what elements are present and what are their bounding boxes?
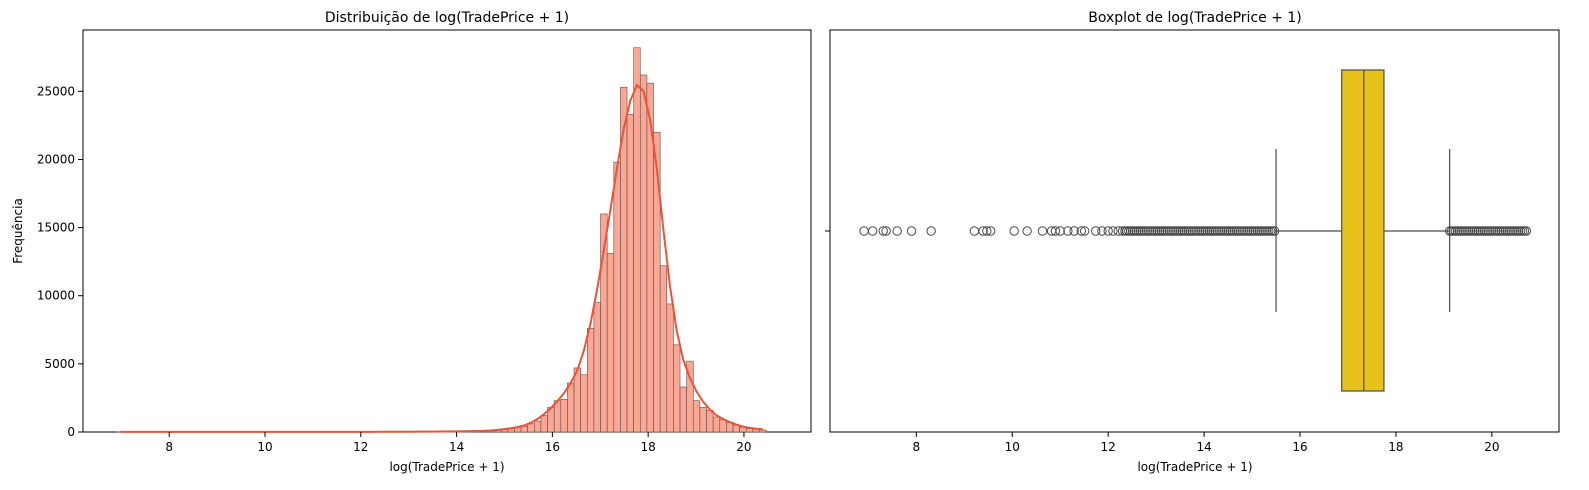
outlier-point: [1097, 226, 1107, 236]
boxplot-chart: Boxplot de log(TradePrice + 1) 8 10 12 14 16…: [825, 10, 1560, 474]
histogram-title: Distribuição de log(TradePrice + 1): [325, 10, 569, 26]
x-tick-label: 18: [1388, 440, 1403, 454]
histogram-bar: [633, 47, 641, 433]
outlier-point: [1050, 226, 1061, 236]
outlier-point: [1009, 226, 1019, 236]
histogram-bar: [706, 409, 714, 433]
histogram-bar: [699, 407, 707, 433]
outlier-point: [1037, 226, 1048, 236]
x-tick-label: 20: [736, 440, 751, 454]
outlier-point: [878, 226, 888, 236]
boxplot-x-label: log(TradePrice + 1): [1137, 460, 1252, 474]
histogram-bar: [527, 423, 535, 433]
outlier-point: [1079, 226, 1090, 236]
outlier-point: [1108, 226, 1118, 236]
histogram-bar: [712, 416, 721, 433]
outlier-point: [1055, 226, 1065, 236]
histogram-chart: Distribuição de log(TradePrice + 1) 8 10 1…: [11, 10, 812, 474]
kde-line: [120, 83, 763, 433]
histogram-bar: [659, 265, 668, 433]
y-tick-label: 5000: [44, 357, 75, 371]
outlier-point: [1091, 226, 1101, 236]
histogram-bar: [580, 374, 588, 433]
outlier-point: [859, 226, 869, 236]
y-tick-label: 20000: [37, 152, 75, 166]
outlier-point: [978, 226, 988, 236]
histogram-x-label: log(TradePrice + 1): [389, 460, 504, 474]
x-tick-label: 18: [641, 440, 656, 454]
histogram-bar: [673, 344, 681, 433]
outlier-point: [982, 226, 992, 236]
histogram-bar: [719, 419, 727, 433]
outlier-point: [881, 226, 891, 236]
histogram-bar: [593, 302, 601, 433]
histogram-bar: [520, 425, 528, 433]
histogram-bar: [686, 360, 694, 433]
histogram-frame: [82, 29, 812, 433]
x-tick-label: 16: [545, 440, 560, 454]
histogram-bar: [692, 400, 701, 433]
x-tick-label: 20: [1484, 440, 1499, 454]
histogram-bar: [540, 415, 548, 433]
x-tick-label: 16: [1292, 440, 1307, 454]
y-tick-label: 10000: [37, 289, 75, 303]
x-tick-label: 10: [257, 440, 272, 454]
outlier-point: [985, 226, 996, 236]
x-tick-label: 12: [353, 440, 368, 454]
histogram-y-label: Frequência: [11, 198, 25, 264]
histogram-bar: [606, 253, 615, 433]
y-tick-label: 0: [67, 425, 75, 439]
histogram-bar: [613, 161, 621, 433]
x-tick-label: 8: [913, 440, 921, 454]
histogram-bars: [116, 47, 767, 433]
outlier-point: [926, 226, 936, 236]
histogram-bar: [666, 303, 674, 433]
outlier-point: [906, 226, 917, 236]
histogram-bar: [573, 367, 581, 433]
outlier-point: [1269, 226, 1280, 236]
boxplot-elements: [859, 69, 1532, 392]
outlier-point: [1521, 226, 1532, 236]
outlier-point: [867, 226, 878, 236]
histogram-bar: [626, 114, 634, 433]
x-tick-label: 10: [1005, 440, 1020, 454]
outlier-point: [1103, 226, 1113, 236]
histogram-bar: [639, 74, 648, 433]
histogram-bar: [560, 398, 568, 433]
outlier-point: [1069, 226, 1079, 236]
boxplot-x-ticks: 8 10 12 14 16 18 20: [913, 432, 1499, 454]
outlier-point: [1022, 226, 1032, 236]
x-tick-label: 8: [165, 440, 173, 454]
x-tick-label: 14: [449, 440, 464, 454]
histogram-bar: [553, 400, 562, 433]
outlier-point: [892, 226, 902, 236]
histogram-bar: [759, 429, 767, 433]
y-tick-label: 25000: [37, 84, 75, 98]
histogram-y-ticks: 0 5000 10000 15000 20000 25000: [37, 84, 83, 439]
outlier-point: [1076, 226, 1087, 236]
histogram-x-ticks: 8 10 12 14 16 18 20: [165, 432, 752, 454]
boxplot-title: Boxplot de log(TradePrice + 1): [1088, 10, 1302, 26]
x-tick-label: 12: [1101, 440, 1116, 454]
histogram-bar: [534, 420, 542, 433]
histogram-bar: [679, 386, 687, 433]
outlier-point: [1063, 226, 1073, 236]
x-tick-label: 14: [1196, 440, 1211, 454]
histogram-bar: [586, 328, 595, 433]
outlier-point: [969, 226, 980, 236]
y-tick-label: 15000: [37, 221, 75, 235]
box-iqr: [1341, 69, 1385, 392]
histogram-bar: [567, 382, 575, 433]
